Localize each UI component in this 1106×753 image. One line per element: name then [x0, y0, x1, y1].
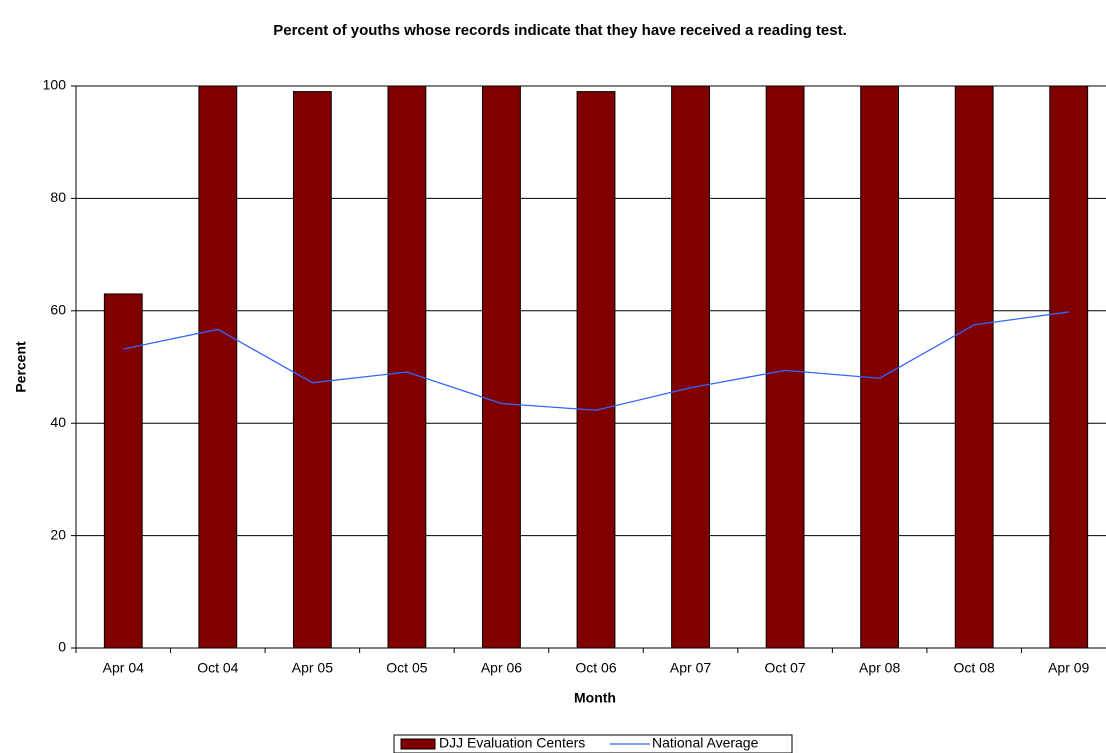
bar: [1049, 85, 1089, 649]
y-tick-label: 20: [50, 526, 66, 542]
bar: [292, 91, 332, 649]
x-tick-label: Oct 04: [197, 660, 238, 676]
bar: [954, 85, 994, 649]
x-tick-label: Apr 08: [859, 660, 900, 676]
bar: [671, 85, 710, 649]
x-tick-label: Apr 06: [481, 660, 522, 676]
y-axis-label: Percent: [13, 341, 29, 393]
x-tick-label: Apr 05: [292, 660, 333, 676]
x-axis-label: Month: [574, 690, 616, 706]
y-tick-label: 100: [43, 77, 67, 93]
x-tick-label: Oct 07: [764, 660, 805, 676]
y-tick-label: 40: [50, 414, 66, 430]
y-tick-label: 80: [50, 189, 66, 205]
bar: [765, 85, 805, 649]
bar: [860, 85, 900, 649]
x-tick-label: Apr 07: [670, 660, 711, 676]
bar: [103, 293, 143, 649]
bar: [198, 85, 238, 649]
x-tick-label: Apr 04: [103, 660, 144, 676]
x-tick-label: Apr 09: [1048, 660, 1089, 676]
legend-label: National Average: [652, 735, 759, 751]
legend-swatch: [400, 738, 436, 750]
x-tick-label: Oct 06: [575, 660, 616, 676]
y-tick-label: 0: [58, 639, 66, 655]
x-tick-label: Oct 08: [954, 660, 995, 676]
x-tick-label: Oct 05: [386, 660, 427, 676]
line: [123, 311, 1069, 411]
legend-box: [393, 734, 793, 753]
bar: [482, 85, 521, 649]
chart-title: Percent of youths whose records indicate…: [273, 22, 847, 39]
bar: [387, 85, 427, 649]
y-tick-label: 60: [50, 302, 66, 318]
legend-label: DJJ Evaluation Centers: [439, 735, 585, 751]
bar: [576, 91, 616, 649]
